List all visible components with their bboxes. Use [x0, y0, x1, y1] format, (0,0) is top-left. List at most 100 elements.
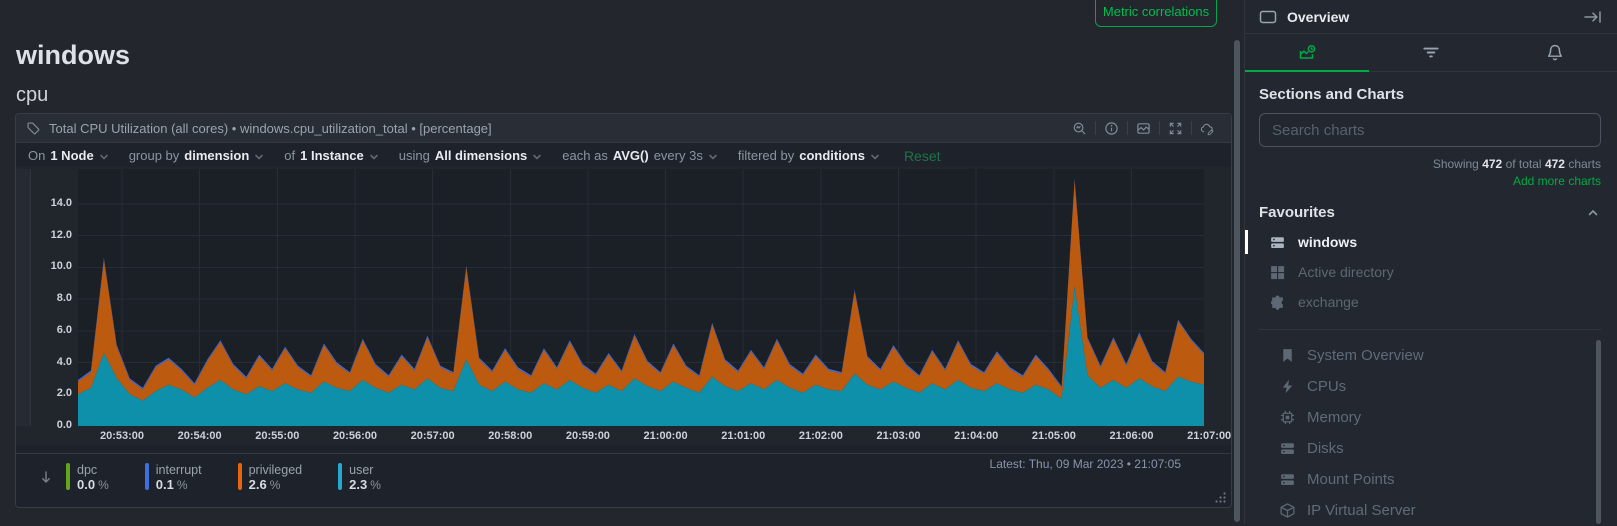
control-1-node[interactable]: On 1 Node: [28, 148, 109, 163]
sidebar-item-active-directory[interactable]: Active directory: [1259, 257, 1601, 287]
sidebar-scrollbar-thumb[interactable]: [1596, 340, 1601, 524]
sidebar-item-disks[interactable]: Disks: [1259, 433, 1601, 464]
sidebar-item-label: Memory: [1307, 409, 1362, 426]
tab-alerts-bell[interactable]: [1493, 34, 1617, 71]
control-prefix: using: [398, 148, 430, 163]
tab-filter[interactable]: [1369, 34, 1493, 71]
search-charts-input[interactable]: [1259, 113, 1601, 147]
legend-entry-interrupt[interactable]: interrupt 0.1%: [144, 463, 202, 493]
x-axis-label: 21:04:00: [954, 430, 999, 442]
chevron-up-icon[interactable]: [1587, 207, 1601, 219]
control-value: 1 Node: [50, 148, 94, 163]
sidebar-item-label: System Overview: [1307, 347, 1424, 364]
legend-name: interrupt: [155, 463, 202, 477]
sidebar-item-windows[interactable]: windows: [1245, 227, 1601, 257]
cpu-utilization-chart[interactable]: [78, 169, 1204, 426]
add-more-charts-link[interactable]: Add more charts: [1512, 174, 1601, 188]
sections-heading: Sections and Charts: [1259, 86, 1405, 103]
sidebar-item-ip-virtual-server[interactable]: IP Virtual Server: [1259, 495, 1601, 526]
control-prefix: filtered by: [737, 148, 795, 163]
control-avg-[interactable]: each as AVG() every 3s: [562, 148, 718, 163]
control-1-instance[interactable]: of 1 Instance: [284, 148, 378, 163]
main-content: Metric correlations windows cpu Total CP…: [15, 0, 1232, 508]
server-icon: [1269, 234, 1286, 251]
legend-swatch: [66, 463, 70, 490]
legend-name: dpc: [77, 463, 98, 477]
legend-value: 0.0%: [77, 477, 109, 492]
sidebar-item-cpus[interactable]: CPUs: [1259, 371, 1601, 402]
control-prefix: group by: [128, 148, 180, 163]
info-icon[interactable]: [1098, 119, 1125, 137]
sidebar-scrollbar[interactable]: [1596, 340, 1601, 524]
reset-button[interactable]: Reset: [903, 147, 941, 164]
toolbar-separator: [1191, 121, 1192, 135]
sidebar-item-label: Active directory: [1298, 264, 1394, 280]
x-axis-label: 20:54:00: [177, 430, 222, 442]
legend-entry-user[interactable]: user 2.3%: [338, 463, 381, 493]
x-axis-label: 20:53:00: [99, 430, 145, 442]
chart-title: Total CPU Utilization (all cores) • wind…: [49, 120, 492, 136]
control-prefix: of: [284, 148, 296, 163]
sidebar-divider: [1259, 329, 1601, 330]
series-privileged: [78, 180, 1204, 401]
sort-dimensions-icon[interactable]: [38, 469, 54, 485]
y-axis-label: 14.0: [50, 196, 72, 209]
control-value: 1 Instance: [300, 148, 364, 163]
legend-swatch: [144, 463, 149, 490]
server-icon: [1279, 440, 1296, 457]
chart-region: 0.0 2.0 4.0 6.0 8.0 10.0 12.0 14.0 20:53:00 20:5…: [16, 167, 1231, 445]
sidebar: Overview Sections and Charts Showing 472…: [1244, 0, 1617, 524]
favourites-list: windows Active directory exchange: [1245, 227, 1601, 317]
legend-value: 2.6%: [248, 477, 281, 492]
annotate-icon[interactable]: [1194, 119, 1221, 137]
control-all-dimensions[interactable]: using All dimensions: [399, 148, 543, 163]
toolbar-separator: [1095, 121, 1096, 135]
chart-controls: On 1 Node group by dimension of 1 Instance usi…: [16, 143, 1231, 168]
sidebar-header: Overview: [1245, 0, 1617, 34]
fullscreen-icon[interactable]: [1162, 119, 1189, 137]
legend-entry-dpc[interactable]: dpc 0.0%: [66, 463, 109, 493]
legend-value: 0.1%: [155, 477, 188, 492]
legend-name: privileged: [248, 463, 303, 477]
x-axis-label: 20:59:00: [565, 430, 610, 442]
main-scrollbar[interactable]: [1234, 0, 1240, 524]
sidebar-item-exchange[interactable]: exchange: [1259, 287, 1601, 317]
latest-timestamp: Latest: Thu, 09 Mar 2023 • 21:07:05: [989, 457, 1181, 471]
chevron-down-icon: [369, 152, 379, 162]
control-prefix: each as: [562, 148, 608, 163]
sidebar-item-system-overview[interactable]: System Overview: [1259, 340, 1601, 371]
zoom-icon[interactable]: [1066, 119, 1093, 137]
alerts-bell-icon: [1545, 43, 1565, 62]
favourites-header: Favourites: [1259, 204, 1601, 221]
collapse-sidebar-icon[interactable]: [1583, 10, 1603, 24]
control-value: dimension: [184, 148, 250, 163]
control-value: conditions: [799, 148, 865, 163]
control-conditions[interactable]: filtered by conditions: [738, 148, 880, 163]
overview-icon: [1259, 10, 1277, 24]
main-scrollbar-thumb[interactable]: [1234, 40, 1240, 522]
sidebar-item-memory[interactable]: Memory: [1259, 402, 1601, 433]
subsection-title: cpu: [16, 84, 49, 106]
x-axis-label: 20:56:00: [332, 430, 377, 442]
legend-value: 2.3%: [349, 477, 381, 492]
bolt-icon: [1279, 378, 1296, 395]
sidebar-item-label: Mount Points: [1307, 471, 1395, 488]
active-tab-underline: [1245, 70, 1369, 72]
chart-card: Total CPU Utilization (all cores) • wind…: [15, 113, 1232, 508]
charts-tab-icon: [1297, 43, 1317, 62]
y-axis-label: 10.0: [50, 260, 72, 273]
chart-legend: dpc 0.0% interrupt 0.1% privileged 2.6% user 2.…: [66, 463, 381, 493]
control-dimension[interactable]: group by dimension: [129, 148, 265, 163]
sidebar-item-mount-points[interactable]: Mount Points: [1259, 464, 1601, 495]
x-axis-label: 21:03:00: [876, 430, 921, 442]
windows-logo-icon: [1269, 264, 1286, 281]
section-title: windows: [16, 40, 130, 70]
metric-correlations-button[interactable]: Metric correlations: [1095, 0, 1217, 27]
chart-footer: Latest: Thu, 09 Mar 2023 • 21:07:05 dpc 0…: [16, 453, 1231, 507]
chart-type-icon[interactable]: [1130, 119, 1157, 137]
control-value: AVG(): [612, 148, 649, 163]
legend-entry-privileged[interactable]: privileged 2.6%: [237, 463, 303, 493]
tab-charts-tab[interactable]: [1245, 34, 1369, 71]
resize-handle-icon[interactable]: [1213, 490, 1227, 504]
toolbar-separator: [1127, 121, 1128, 135]
